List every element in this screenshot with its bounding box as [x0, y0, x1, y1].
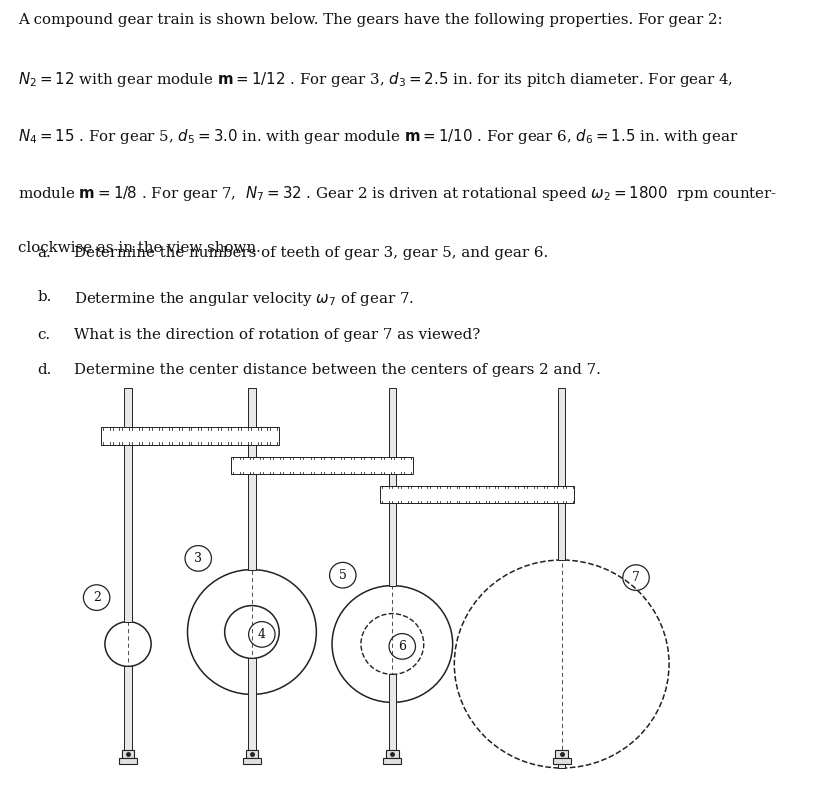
- Bar: [553, 758, 571, 764]
- Bar: [558, 388, 566, 486]
- Bar: [119, 758, 137, 764]
- Bar: [243, 758, 261, 764]
- Text: 6: 6: [398, 640, 406, 653]
- Bar: [386, 750, 399, 758]
- Bar: [383, 758, 401, 764]
- Text: $N_2 =12$ with gear module $\mathbf{m}=1/12$ . For gear 3, $d_3=2.5$ in. for its: $N_2 =12$ with gear module $\mathbf{m}=1…: [18, 70, 733, 90]
- Text: 7: 7: [632, 571, 640, 584]
- Text: Determine the angular velocity $\omega_7$ of gear 7.: Determine the angular velocity $\omega_7…: [74, 290, 415, 308]
- Text: 3: 3: [194, 552, 202, 565]
- Text: d.: d.: [37, 363, 51, 377]
- Bar: [248, 388, 256, 457]
- Bar: [125, 445, 132, 622]
- Text: clockwise as in the view shown.: clockwise as in the view shown.: [18, 241, 261, 254]
- Text: c.: c.: [37, 328, 50, 342]
- Bar: [558, 503, 566, 560]
- Text: 2: 2: [93, 591, 101, 604]
- Bar: [121, 750, 135, 758]
- Bar: [248, 658, 256, 750]
- Bar: [558, 750, 566, 768]
- Text: Determine the numbers of teeth of gear 3, gear 5, and gear 6.: Determine the numbers of teeth of gear 3…: [74, 246, 548, 260]
- Bar: [388, 474, 396, 586]
- Bar: [388, 388, 396, 486]
- Bar: [248, 427, 256, 474]
- Bar: [248, 445, 256, 570]
- Text: module $\mathbf{m}=1/8$ . For gear 7,  $N_7 =32$ . Gear 2 is driven at rotationa: module $\mathbf{m}=1/8$ . For gear 7, $N…: [18, 184, 777, 203]
- Bar: [102, 427, 279, 445]
- Bar: [231, 457, 413, 474]
- Bar: [125, 388, 132, 427]
- Text: 4: 4: [258, 628, 266, 641]
- Bar: [245, 750, 259, 758]
- Bar: [125, 666, 132, 750]
- Text: 5: 5: [339, 569, 347, 582]
- Text: Determine the center distance between the centers of gears 2 and 7.: Determine the center distance between th…: [74, 363, 601, 377]
- Text: What is the direction of rotation of gear 7 as viewed?: What is the direction of rotation of gea…: [74, 328, 481, 342]
- Text: b.: b.: [37, 290, 51, 304]
- Bar: [388, 457, 396, 503]
- Bar: [555, 750, 568, 758]
- Text: a.: a.: [37, 246, 51, 260]
- Text: $N_4 =15$ . For gear 5, $d_5 =3.0$ in. with gear module $\mathbf{m}=1/10$ . For : $N_4 =15$ . For gear 5, $d_5 =3.0$ in. w…: [18, 127, 738, 146]
- Bar: [388, 674, 396, 750]
- Text: A compound gear train is shown below. The gears have the following properties. F: A compound gear train is shown below. Th…: [18, 14, 723, 27]
- Bar: [380, 486, 575, 503]
